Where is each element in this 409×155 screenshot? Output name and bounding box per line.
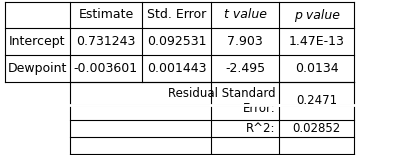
Text: 0.0134: 0.0134: [295, 62, 338, 75]
Text: -2.495: -2.495: [225, 62, 265, 75]
Text: Std. Error: Std. Error: [147, 9, 206, 22]
Text: Intercept: Intercept: [9, 35, 65, 48]
Text: p value: p value: [294, 9, 339, 22]
Text: 7.903: 7.903: [227, 35, 263, 48]
Text: t value: t value: [224, 9, 267, 22]
Text: 1.47E-13: 1.47E-13: [289, 35, 344, 48]
Text: Estimate: Estimate: [78, 9, 133, 22]
Text: Residual Standard
Error:: Residual Standard Error:: [168, 87, 276, 115]
Text: Dewpoint: Dewpoint: [8, 62, 67, 75]
Text: -0.003601: -0.003601: [74, 62, 138, 75]
Text: 0.2471: 0.2471: [296, 95, 337, 108]
Text: 0.02852: 0.02852: [292, 122, 341, 135]
Text: 0.092531: 0.092531: [147, 35, 206, 48]
Text: R^2:: R^2:: [246, 122, 276, 135]
Text: 0.001443: 0.001443: [147, 62, 206, 75]
Text: 0.731243: 0.731243: [76, 35, 136, 48]
